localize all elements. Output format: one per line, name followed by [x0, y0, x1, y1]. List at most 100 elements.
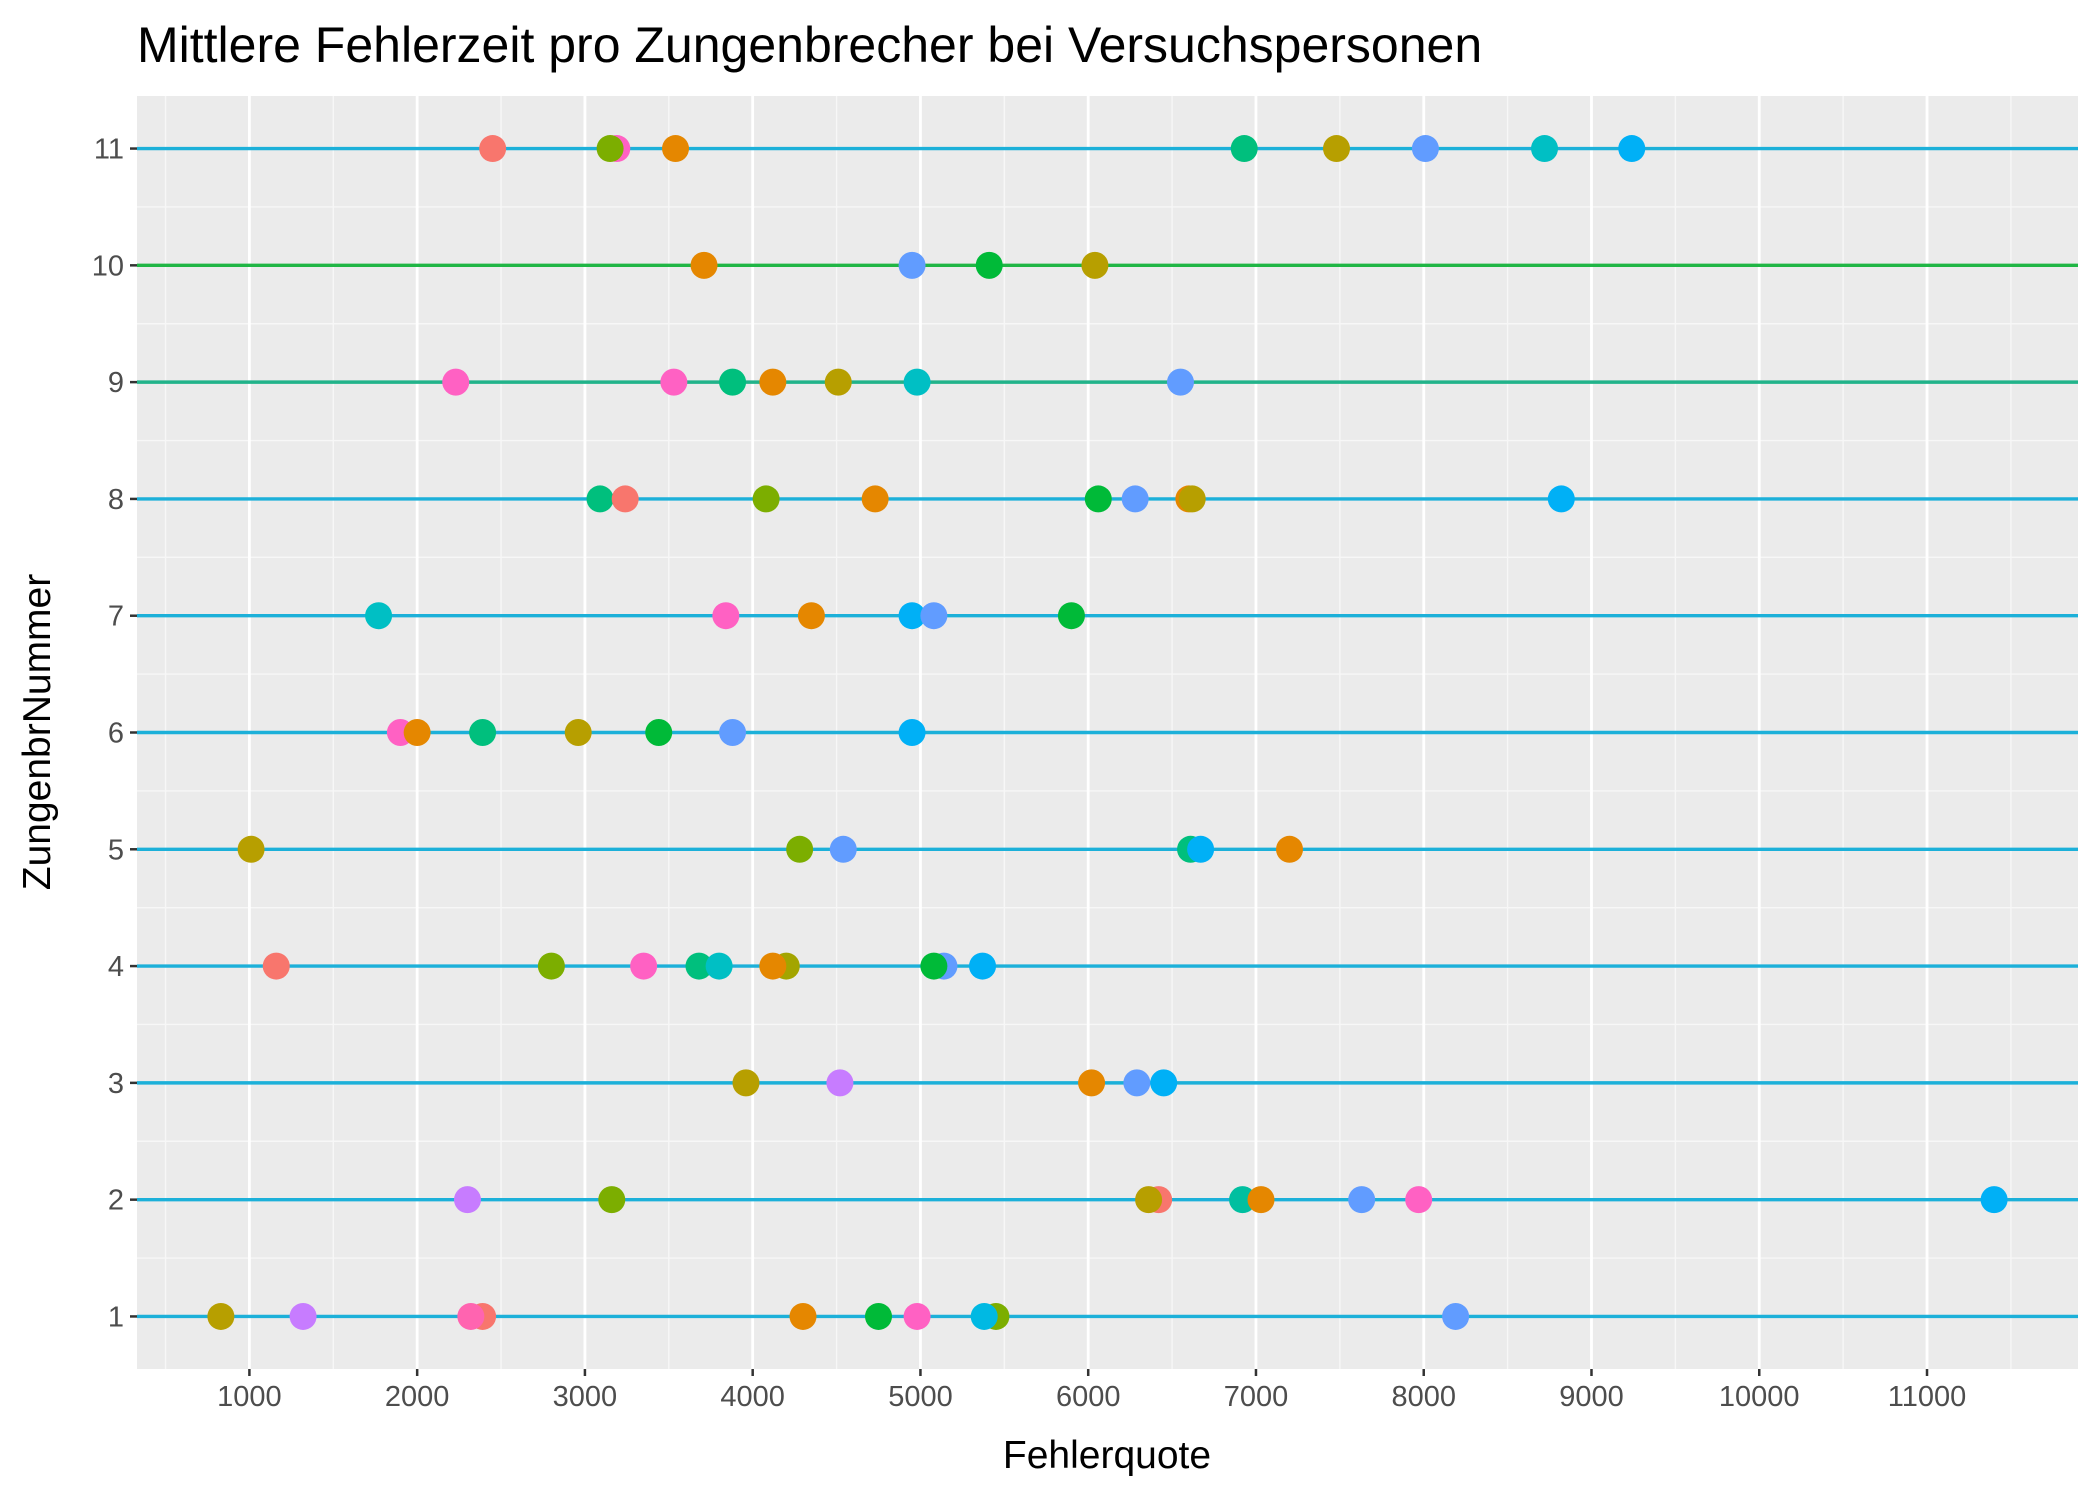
data-point — [732, 1069, 760, 1097]
y-tick-label: 9 — [108, 367, 124, 399]
data-point — [719, 719, 747, 746]
data-point — [969, 952, 997, 980]
chart-title: Mittlere Fehlerzeit pro Zungenbrecher be… — [137, 17, 1482, 73]
data-point — [1247, 1186, 1275, 1214]
data-point — [662, 135, 690, 163]
y-tick-label: 2 — [108, 1185, 124, 1217]
data-point — [365, 602, 393, 630]
data-point — [237, 835, 265, 863]
y-tick-label: 4 — [108, 951, 124, 983]
data-point — [1166, 368, 1194, 396]
x-tick-label: 11000 — [1888, 1381, 1967, 1413]
data-point — [1547, 485, 1575, 513]
data-point — [598, 1186, 626, 1214]
data-point — [824, 368, 852, 396]
x-tick-label: 7000 — [1224, 1381, 1289, 1413]
data-point — [596, 135, 624, 163]
x-tick-label: 9000 — [1559, 1381, 1624, 1413]
data-point — [1322, 135, 1350, 163]
x-tick-label: 10000 — [1719, 1381, 1800, 1413]
x-tick-label: 3000 — [553, 1381, 618, 1413]
data-point — [1178, 485, 1206, 513]
y-tick-label: 10 — [92, 250, 124, 282]
y-axis-ticks: 1 2 3 4 5 6 7 8 9 10 11 — [92, 134, 137, 1333]
x-tick-label: 4000 — [720, 1381, 785, 1413]
data-point — [865, 1302, 893, 1330]
data-point — [1411, 135, 1439, 163]
data-point — [1078, 1069, 1106, 1097]
data-point — [1348, 1186, 1376, 1214]
data-point — [403, 719, 431, 746]
data-point — [1187, 835, 1215, 863]
data-point — [1980, 1186, 2008, 1214]
data-points — [207, 135, 2008, 1330]
data-point — [797, 602, 825, 630]
data-point — [1121, 485, 1149, 513]
data-point — [469, 719, 497, 746]
y-axis-title: ZungenbrNummer — [16, 574, 59, 890]
data-point — [975, 251, 1003, 279]
data-point — [759, 368, 787, 396]
data-point — [1150, 1069, 1178, 1097]
data-point — [898, 719, 926, 746]
data-point — [1442, 1302, 1470, 1330]
y-tick-label: 5 — [108, 834, 124, 866]
data-point — [1123, 1069, 1151, 1097]
data-point — [920, 952, 948, 980]
data-point — [920, 602, 948, 630]
data-point — [1531, 135, 1559, 163]
data-point — [1229, 1186, 1257, 1214]
x-tick-label: 1000 — [217, 1381, 282, 1413]
data-point — [685, 952, 713, 980]
y-tick-label: 8 — [108, 484, 124, 516]
data-point — [903, 1302, 931, 1330]
data-point — [898, 251, 926, 279]
data-point — [898, 602, 926, 630]
data-point — [442, 368, 470, 396]
data-point — [1276, 835, 1304, 863]
data-point — [479, 135, 507, 163]
data-point — [1081, 251, 1109, 279]
data-point — [564, 719, 592, 746]
data-point — [1084, 485, 1112, 513]
data-point — [453, 1186, 481, 1214]
data-point — [1135, 1186, 1163, 1214]
data-point — [705, 952, 733, 980]
data-point — [1618, 135, 1646, 163]
y-tick-label: 6 — [108, 718, 124, 750]
data-point — [712, 602, 740, 630]
x-axis-title: Fehlerquote — [1003, 1434, 1211, 1477]
x-tick-label: 5000 — [888, 1381, 953, 1413]
data-point — [752, 485, 780, 513]
data-point — [262, 952, 290, 980]
data-point — [826, 1069, 854, 1097]
data-point — [759, 952, 787, 980]
data-point — [289, 1302, 317, 1330]
x-tick-label: 6000 — [1056, 1381, 1121, 1413]
data-point — [645, 719, 673, 746]
x-axis-ticks: 1000 2000 3000 4000 5000 6000 7000 8000 9000 1000… — [217, 1369, 1966, 1413]
data-point — [611, 485, 639, 513]
x-tick-label: 8000 — [1391, 1381, 1456, 1413]
data-point — [207, 1302, 235, 1330]
data-point — [789, 1302, 817, 1330]
data-point — [719, 368, 747, 396]
y-tick-label: 3 — [108, 1068, 124, 1100]
data-point — [861, 485, 889, 513]
data-point — [537, 952, 565, 980]
y-tick-label: 1 — [108, 1301, 124, 1333]
data-point — [457, 1302, 485, 1330]
data-point — [786, 835, 814, 863]
data-point — [586, 485, 614, 513]
data-point — [970, 1302, 998, 1330]
data-point — [630, 952, 658, 980]
data-point — [1230, 135, 1258, 163]
y-tick-label: 7 — [108, 601, 124, 633]
data-point — [1057, 602, 1085, 630]
x-tick-label: 2000 — [385, 1381, 450, 1413]
data-point — [829, 835, 857, 863]
data-point — [660, 368, 688, 396]
data-point — [1405, 1186, 1433, 1214]
y-tick-label: 11 — [94, 134, 124, 166]
